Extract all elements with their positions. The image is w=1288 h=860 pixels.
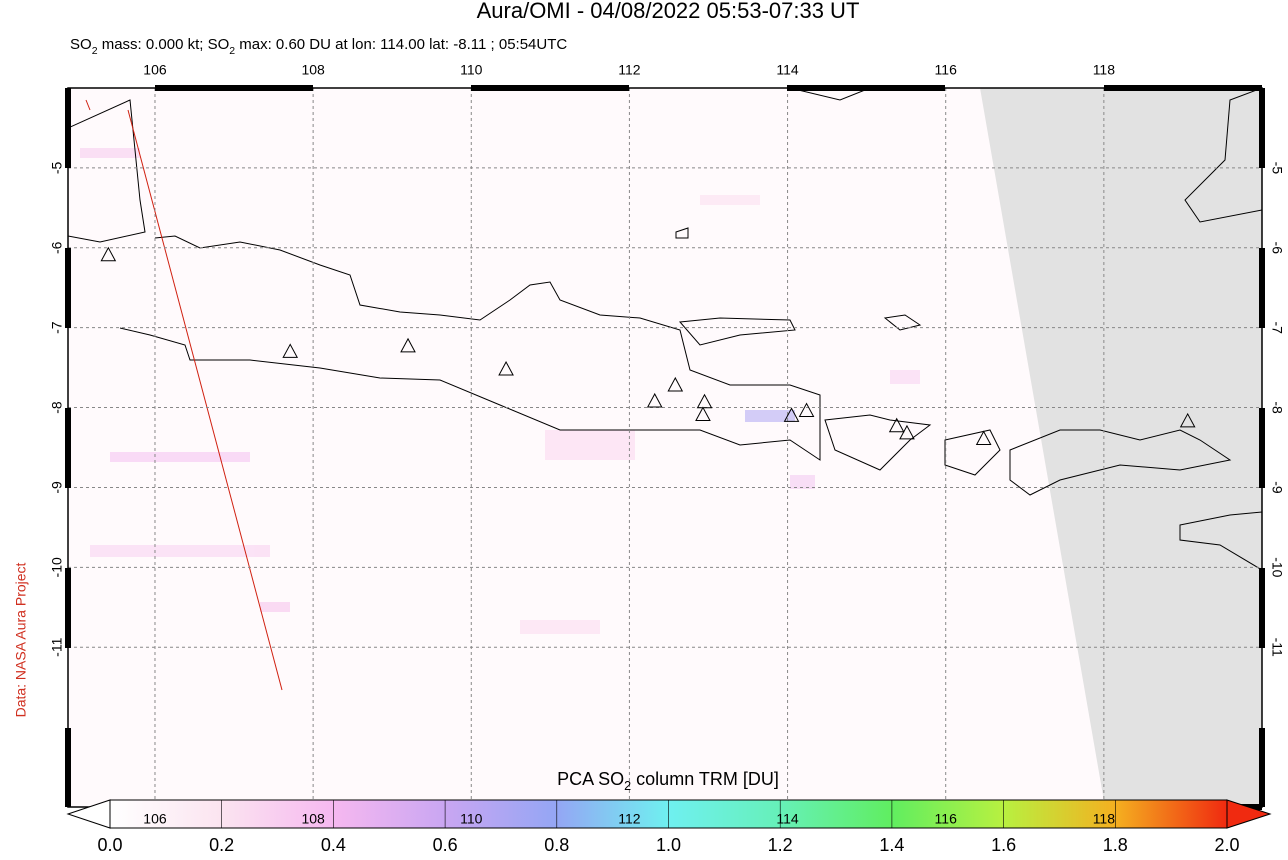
colorbar-tick-label: 0.8 xyxy=(544,835,569,855)
colorbar-tick-label: 1.2 xyxy=(768,835,793,855)
orbit-track xyxy=(85,99,91,111)
subscript: 2 xyxy=(624,779,631,793)
volcano xyxy=(646,392,663,408)
text-part: SO xyxy=(70,36,92,53)
x-tick-label: 116 xyxy=(935,811,958,827)
volcano xyxy=(798,402,815,418)
colorbar-tick-label: 2.0 xyxy=(1214,835,1239,855)
volcano xyxy=(1179,412,1196,428)
y-tick-label: -5 xyxy=(1269,162,1285,175)
side-note: Data: NASA Aura Project xyxy=(13,562,29,717)
volcano xyxy=(696,393,713,409)
colorbar-tick-label: 0.4 xyxy=(321,835,346,855)
colorbar-tick-label: 0.2 xyxy=(209,835,234,855)
y-tick-label: -7 xyxy=(1269,321,1285,334)
y-tick-label: -10 xyxy=(1269,557,1285,577)
volcano xyxy=(400,337,416,353)
chart-subtitle: SO2 mass: 0.000 kt; SO2 max: 0.60 DU at … xyxy=(70,36,567,57)
subscript: 2 xyxy=(229,45,235,57)
y-tick-label: -9 xyxy=(1269,481,1285,494)
x-tick-label: 118 xyxy=(1093,811,1116,827)
x-tick-label: 116 xyxy=(935,62,958,78)
y-tick-label: -11 xyxy=(49,637,65,656)
volcano xyxy=(498,360,514,376)
text-part: mass: 0.000 kt; SO xyxy=(98,36,230,53)
y-tick-label: -8 xyxy=(1269,401,1285,414)
x-tick-label: 114 xyxy=(776,62,799,78)
colorbar-tick-label: 1.4 xyxy=(879,835,904,855)
y-tick-label: -6 xyxy=(49,241,65,254)
y-tick-label: -7 xyxy=(49,321,65,334)
orbit-track xyxy=(127,109,283,691)
x-tick-label: 118 xyxy=(1093,62,1116,78)
colorbar-label: PCA SO2 column TRM [DU] xyxy=(557,769,779,794)
x-tick-label: 112 xyxy=(618,811,641,827)
y-tick-label: -11 xyxy=(1269,638,1285,657)
y-tick-label: -10 xyxy=(49,557,65,577)
map-area xyxy=(68,88,1262,807)
x-tick-label: 106 xyxy=(143,62,167,78)
y-tick-label: -9 xyxy=(49,481,65,494)
volcano xyxy=(695,406,711,422)
x-tick-label: 114 xyxy=(776,811,799,827)
coastlines xyxy=(68,88,1262,571)
volcano xyxy=(899,424,915,440)
x-tick-label: 110 xyxy=(460,811,483,827)
text-part: column TRM [DU] xyxy=(631,769,779,789)
subscript: 2 xyxy=(92,45,98,57)
text-part: PCA SO xyxy=(557,769,624,789)
chart-title: Aura/OMI - 04/08/2022 05:53-07:33 UT xyxy=(477,0,860,23)
colorbar-tick-label: 1.8 xyxy=(1103,835,1128,855)
text-part: max: 0.60 DU at lon: 114.00 lat: -8.11 ;… xyxy=(235,36,567,53)
y-tick-label: -6 xyxy=(1269,242,1285,255)
volcano xyxy=(888,417,905,433)
x-tick-label: 108 xyxy=(301,62,325,78)
volcano xyxy=(100,246,117,262)
x-tick-label: 106 xyxy=(143,811,167,827)
colorbar-tick-label: 1.0 xyxy=(656,835,681,855)
y-tick-label: -5 xyxy=(49,161,65,174)
no-data-region xyxy=(980,88,1262,807)
x-tick-label: 110 xyxy=(460,62,483,78)
so2-noise xyxy=(80,148,920,634)
volcano xyxy=(282,343,299,358)
colorbar-tick-label: 1.6 xyxy=(991,835,1016,855)
x-tick-label: 108 xyxy=(301,811,325,827)
colorbar-tick-label: 0.0 xyxy=(97,835,122,855)
volcano xyxy=(667,376,684,392)
colorbar-tick-label: 0.6 xyxy=(433,835,458,855)
volcano xyxy=(783,407,800,422)
x-tick-label: 112 xyxy=(618,62,641,78)
y-tick-label: -8 xyxy=(49,401,65,414)
volcano xyxy=(975,430,992,446)
